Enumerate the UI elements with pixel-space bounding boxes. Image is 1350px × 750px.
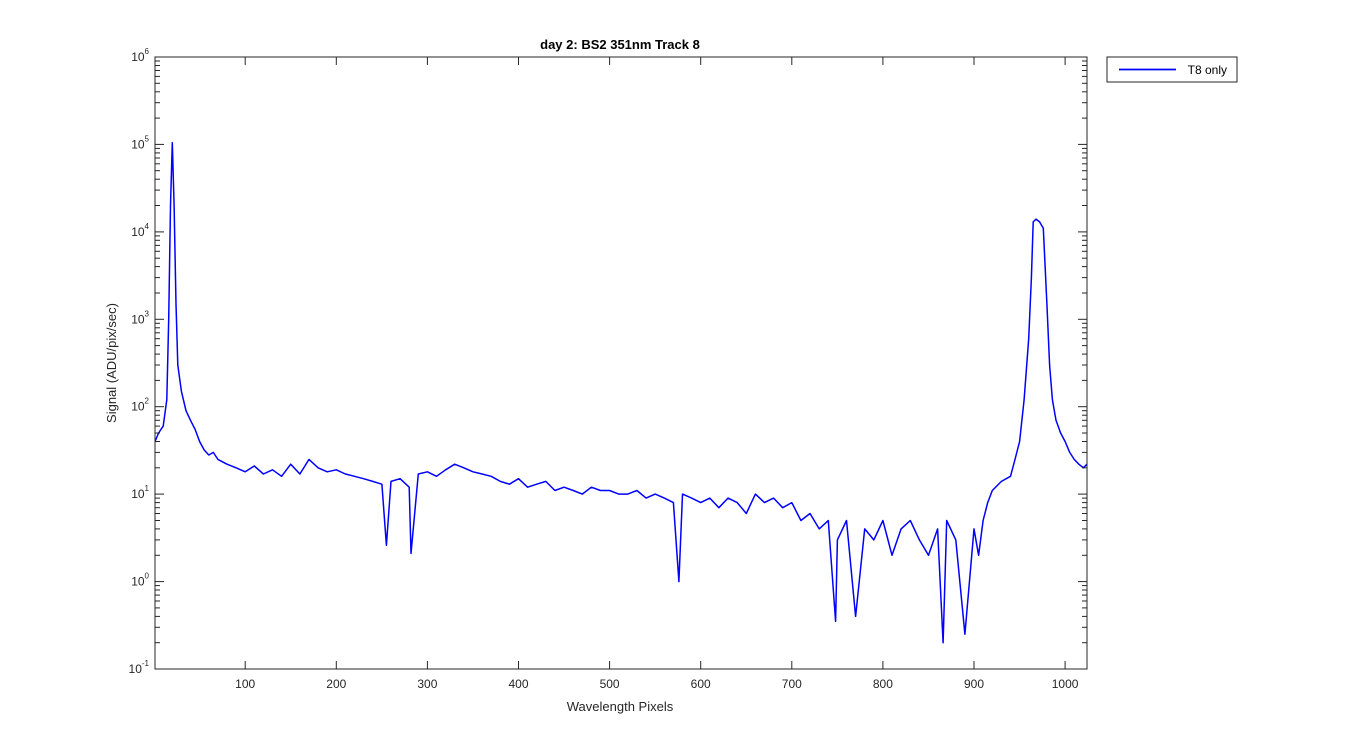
y-tick-label: 101: [131, 484, 149, 501]
x-tick-label: 600: [691, 677, 711, 691]
x-tick-label: 300: [417, 677, 437, 691]
series-line-0: [154, 141, 1088, 644]
x-tick-label: 100: [235, 677, 255, 691]
y-tick-label: 106: [131, 47, 149, 64]
chart-title: day 2: BS2 351nm Track 8: [540, 37, 700, 52]
x-axis-label: Wavelength Pixels: [567, 699, 674, 714]
x-tick-label: 800: [873, 677, 893, 691]
plot-frame: [154, 56, 1088, 670]
y-axis-ticks: 10-1 100 101 102 103 104 105 106: [129, 47, 1087, 676]
x-tick-label: 400: [508, 677, 528, 691]
x-tick-label: 900: [964, 677, 984, 691]
y-axis-label: Signal (ADU/pix/sec): [104, 303, 119, 423]
x-tick-label: 700: [782, 677, 802, 691]
series-layer: [154, 141, 1088, 644]
legend-label-t8-only: T8 only: [1188, 63, 1227, 77]
x-tick-label: 200: [326, 677, 346, 691]
y-tick-label: 10-1: [129, 659, 150, 676]
y-tick-label: 102: [131, 397, 149, 414]
x-tick-label: 500: [600, 677, 620, 691]
x-tick-label: 1000: [1052, 677, 1079, 691]
plot-area: [155, 57, 1087, 669]
y-tick-label: 105: [131, 134, 149, 151]
legend[interactable]: T8 only: [1106, 56, 1238, 83]
y-tick-label: 100: [131, 572, 149, 589]
x-axis-ticks: 100 200 300 400 500 600 700 800 900 1000: [235, 57, 1079, 691]
y-tick-label: 104: [131, 222, 149, 239]
y-tick-label: 103: [131, 309, 149, 326]
